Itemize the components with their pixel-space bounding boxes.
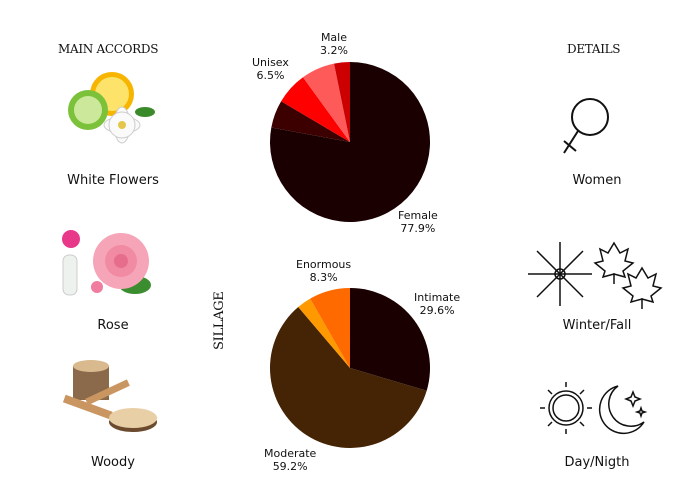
snowflake-leaves-icon bbox=[528, 241, 663, 309]
detail-label: Winter/Fall bbox=[562, 318, 632, 333]
wood-icon bbox=[62, 360, 157, 432]
main-accords-title: MAIN ACCORDS bbox=[58, 42, 159, 56]
pie-slice-unisex bbox=[281, 77, 350, 142]
gender-pie-chart bbox=[270, 62, 430, 222]
pie-slice-moderate bbox=[270, 307, 427, 449]
detail-label: Day/Nigth bbox=[564, 455, 630, 470]
pie-slice-unlabeled bbox=[271, 101, 350, 142]
unisex-label: Unisex 6.5% bbox=[252, 56, 289, 82]
rose-icon bbox=[62, 230, 151, 296]
sillage-pie-chart bbox=[270, 288, 430, 449]
detail-label: Women bbox=[572, 173, 622, 188]
pie-slice-unlabeled bbox=[298, 298, 350, 368]
pie-slice-unlabeled bbox=[302, 63, 350, 142]
pie-slice-intimate bbox=[350, 288, 430, 391]
intimate-label: Intimate 29.6% bbox=[414, 291, 461, 317]
accord-label: Woody bbox=[91, 455, 135, 470]
accord-label: White Flowers bbox=[67, 173, 159, 188]
female-symbol-icon bbox=[563, 98, 609, 154]
sillage-title: SILLAGE bbox=[212, 291, 227, 350]
pie-slice-enormous bbox=[310, 288, 350, 368]
male-label: Male 3.2% bbox=[320, 31, 348, 57]
accord-label: Rose bbox=[97, 318, 129, 333]
sun-moon-icon bbox=[540, 382, 648, 435]
pie-slice-male bbox=[334, 62, 350, 142]
female-label: Female 77.9% bbox=[398, 209, 438, 235]
citrus-white-flower-icon bbox=[68, 72, 155, 144]
moderate-label: Moderate 59.2% bbox=[264, 447, 317, 473]
details-title: DETAILS bbox=[567, 42, 621, 56]
enormous-label: Enormous 8.3% bbox=[296, 258, 352, 284]
